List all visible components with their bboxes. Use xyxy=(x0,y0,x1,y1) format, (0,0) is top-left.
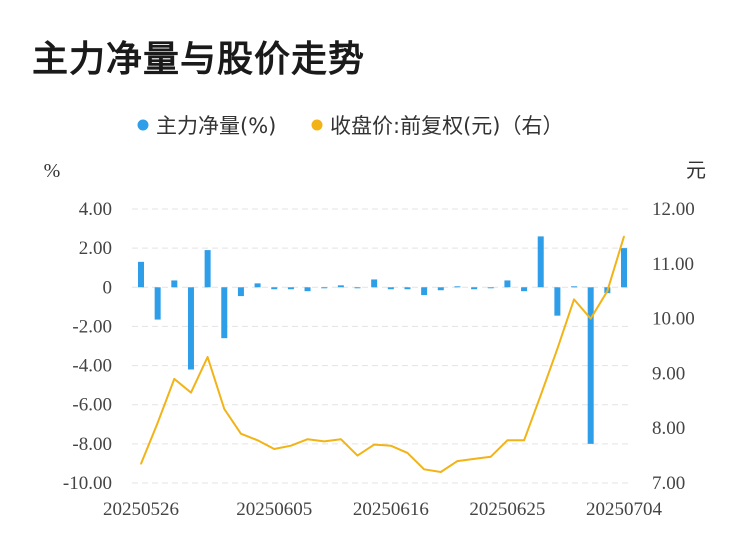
bar xyxy=(254,283,261,288)
legend-marker xyxy=(311,119,323,131)
legend: 主力净量(%) 收盘价:前复权(元)（右） xyxy=(137,114,563,138)
line-point xyxy=(456,460,459,462)
legend-marker xyxy=(137,119,149,131)
line-point xyxy=(256,439,259,442)
grid-lines xyxy=(132,208,632,484)
bar xyxy=(371,279,378,288)
line-point xyxy=(506,439,509,442)
line-point xyxy=(489,455,492,458)
line-point xyxy=(406,452,409,454)
line-point xyxy=(140,463,142,465)
bar xyxy=(471,287,478,290)
x-axis-ticks: 20250526 20250605 20250616 20250625 20250704 xyxy=(103,499,663,520)
line-point xyxy=(589,317,592,320)
line-point xyxy=(606,290,609,293)
line-point xyxy=(573,298,575,301)
left-axis-unit: % xyxy=(44,160,61,182)
bar xyxy=(621,248,627,288)
left-tick-label: -4.00 xyxy=(72,356,112,377)
bar xyxy=(221,287,228,339)
line-point xyxy=(340,438,342,440)
left-tick-label: 4.00 xyxy=(79,199,112,220)
line-point xyxy=(439,471,442,473)
bar xyxy=(537,236,544,288)
right-axis-ticks: 12.00 11.00 10.00 9.00 8.00 7.00 xyxy=(652,199,695,494)
line-point xyxy=(390,444,392,447)
chart-title: 主力净量与股价走势 xyxy=(32,38,366,79)
line-point xyxy=(523,439,525,442)
bar xyxy=(204,250,211,288)
right-tick-label: 10.00 xyxy=(652,309,695,330)
bar xyxy=(404,287,411,290)
line-point xyxy=(323,440,326,443)
line-point xyxy=(173,378,176,380)
left-axis-ticks: 4.00 2.00 0 -2.00 -4.00 -6.00 -8.00 -10.00 xyxy=(63,199,112,494)
line-point xyxy=(290,444,292,447)
bar-series xyxy=(138,236,627,444)
right-tick-label: 12.00 xyxy=(652,199,695,220)
right-tick-label: 9.00 xyxy=(652,363,685,384)
line-point xyxy=(623,235,625,238)
line-point xyxy=(206,356,209,358)
line-point xyxy=(356,454,359,457)
bar xyxy=(354,287,361,289)
price-line xyxy=(140,236,625,473)
line-point xyxy=(223,408,226,410)
bar xyxy=(337,285,344,288)
x-tick-label: 20250704 xyxy=(586,499,663,520)
line-series xyxy=(140,235,625,473)
left-tick-label: -2.00 xyxy=(72,316,112,337)
right-axis-unit: 元 xyxy=(686,158,706,182)
bar xyxy=(271,287,278,290)
bar xyxy=(138,261,144,288)
line-point xyxy=(556,347,559,350)
line-point xyxy=(156,421,159,424)
bar xyxy=(454,286,461,288)
line-point xyxy=(539,394,542,397)
line-point xyxy=(306,438,309,440)
left-tick-label: -6.00 xyxy=(72,395,112,416)
left-tick-label: -10.00 xyxy=(63,473,112,494)
line-point xyxy=(240,432,242,435)
bar xyxy=(171,280,178,288)
bar xyxy=(437,287,444,291)
bar xyxy=(587,287,594,444)
bar xyxy=(287,287,294,290)
x-tick-label: 20250605 xyxy=(236,499,312,520)
line-point xyxy=(273,448,276,450)
bar xyxy=(154,287,161,320)
right-tick-label: 11.00 xyxy=(652,254,694,275)
left-tick-label: -8.00 xyxy=(72,434,112,455)
bar xyxy=(187,287,194,370)
line-point xyxy=(190,391,192,394)
bar xyxy=(387,287,394,290)
line-point xyxy=(473,458,475,460)
x-tick-label: 20250616 xyxy=(353,499,429,520)
right-tick-label: 7.00 xyxy=(652,473,685,494)
bar xyxy=(487,287,494,289)
left-tick-label: 0 xyxy=(103,277,113,298)
bar xyxy=(237,287,244,297)
right-tick-label: 8.00 xyxy=(652,418,685,439)
x-tick-label: 20250526 xyxy=(103,499,179,520)
bar xyxy=(304,287,311,292)
x-tick-label: 20250625 xyxy=(469,499,545,520)
line-point xyxy=(423,468,425,471)
bar xyxy=(571,286,578,288)
line-point xyxy=(373,443,375,446)
bar xyxy=(421,287,428,296)
left-tick-label: 2.00 xyxy=(79,238,112,259)
bar xyxy=(321,287,328,289)
bar xyxy=(554,287,561,316)
bar xyxy=(521,287,528,292)
legend-label: 收盘价:前复权(元)（右） xyxy=(330,114,563,138)
legend-label: 主力净量(%) xyxy=(156,114,276,138)
bar xyxy=(504,280,511,288)
